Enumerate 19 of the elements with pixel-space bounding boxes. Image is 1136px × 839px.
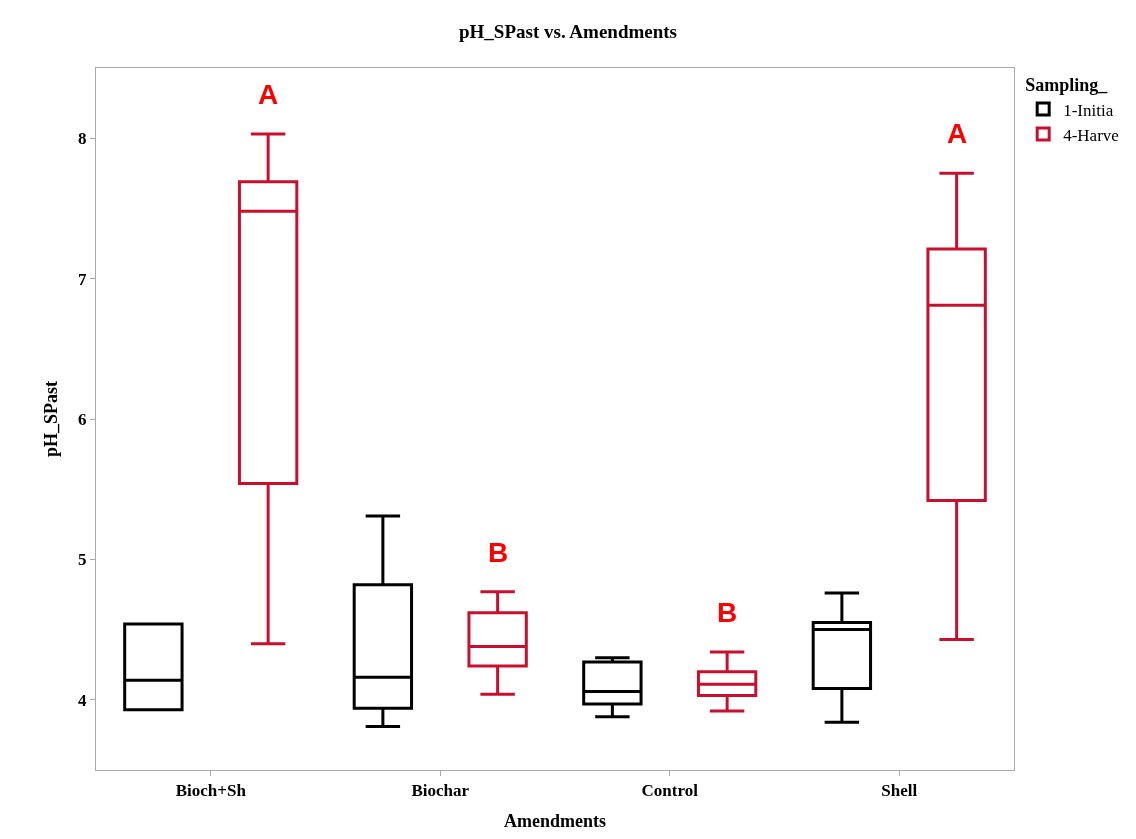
legend-label: 1-Initia [1063, 100, 1114, 120]
x-tick-label: Shell [881, 781, 918, 801]
annotation: A [258, 79, 279, 110]
x-tick-label: Bioch+Sh [175, 781, 247, 801]
annotation: A [947, 118, 968, 149]
chart-title: pH_SPast vs. Amendments [459, 20, 677, 42]
legend-label: 4-Harve [1063, 125, 1119, 145]
x-tick-label: Control [641, 781, 699, 801]
y-tick-label: 5 [78, 550, 87, 570]
annotation: B [488, 537, 509, 568]
x-axis-title: Amendments [504, 810, 606, 831]
annotation: B [717, 597, 738, 628]
y-tick-label: 4 [78, 690, 88, 710]
x-tick-label: Biochar [411, 781, 470, 801]
y-tick-label: 8 [78, 129, 87, 149]
legend-title: Sampling_ [1025, 75, 1109, 96]
y-axis-title: pH_SPast [41, 380, 62, 458]
y-tick-label: 6 [78, 409, 87, 429]
y-tick-label: 7 [78, 269, 88, 289]
